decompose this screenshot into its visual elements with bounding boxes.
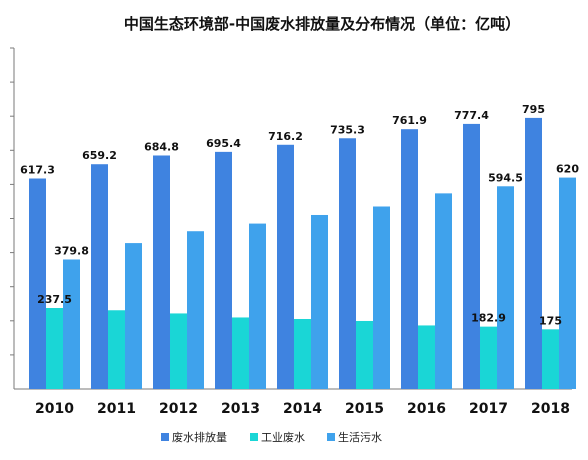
bar-3-2012 <box>187 231 204 389</box>
x-tick-label: 2011 <box>97 401 136 417</box>
bar-2-2015 <box>356 320 373 389</box>
bar-1-2011 <box>91 164 108 389</box>
x-tick-label: 2012 <box>159 401 198 417</box>
data-label: 795 <box>522 103 545 116</box>
x-tick-label: 2018 <box>531 401 570 417</box>
bar-1-2018 <box>525 117 542 389</box>
data-labels: 617.3 659.2 684.8 695.4 716.2 735.3 761.9 777.4… <box>20 103 579 327</box>
bar-1-2013 <box>215 151 232 389</box>
legend-label: 废水排放量 <box>172 430 227 444</box>
bar-1-2014 <box>277 144 294 389</box>
bar-2-2010 <box>46 308 63 389</box>
bar-1-2017 <box>463 123 480 389</box>
bar-3-2010 <box>63 259 80 389</box>
bar-2-2013 <box>232 317 249 389</box>
bar-2-2017 <box>480 326 497 389</box>
bar-3-2013 <box>249 223 266 389</box>
x-tick-label: 2017 <box>469 401 508 417</box>
bar-1-2010 <box>29 178 46 389</box>
data-label: 761.9 <box>392 114 427 127</box>
bar-3-2018 <box>559 177 576 389</box>
data-label: 735.3 <box>330 123 365 136</box>
legend-label: 生活污水 <box>338 430 382 444</box>
bar-2-2011 <box>108 310 125 389</box>
bar-3-2016 <box>435 193 452 389</box>
bar-2-2016 <box>418 325 435 389</box>
x-tick-label: 2010 <box>35 401 74 417</box>
data-label: 777.4 <box>454 109 489 122</box>
legend: 废水排放量 工业废水 生活污水 <box>161 430 382 444</box>
data-label: 175 <box>539 314 562 327</box>
bar-3-2015 <box>373 206 390 389</box>
legend-swatch <box>250 433 258 441</box>
bar-3-2011 <box>125 243 142 389</box>
bar-2-2018 <box>542 329 559 389</box>
bar-2-2014 <box>294 318 311 389</box>
data-label: 594.5 <box>488 171 523 184</box>
legend-label: 工业废水 <box>261 430 305 444</box>
bar-1-2012 <box>153 155 170 389</box>
data-label: 684.8 <box>144 140 179 153</box>
bar-3-2017 <box>497 186 514 389</box>
data-label: 716.2 <box>268 130 303 143</box>
data-label: 617.3 <box>20 164 55 177</box>
data-label: 659.2 <box>82 149 117 162</box>
data-label: 379.8 <box>54 244 89 257</box>
bar-2-2012 <box>170 313 187 389</box>
legend-swatch <box>327 433 335 441</box>
bar-1-2016 <box>401 129 418 390</box>
x-tick-label: 2015 <box>345 401 384 417</box>
y-axis-ticks <box>10 47 14 356</box>
data-label: 695.4 <box>206 137 241 150</box>
data-label: 182.9 <box>471 312 506 325</box>
bars <box>29 117 576 390</box>
bar-1-2015 <box>339 138 356 389</box>
data-label: 620 <box>556 163 579 176</box>
x-tick-label: 2014 <box>283 401 322 417</box>
x-axis-labels: 2010 2011 2012 2013 2014 2015 2016 2017 2018 <box>35 401 570 417</box>
x-tick-label: 2016 <box>407 401 446 417</box>
data-label: 237.5 <box>37 293 72 306</box>
bar-3-2014 <box>311 214 328 389</box>
chart-title: 中国生态环境部-中国废水排放量及分布情况（单位：亿吨） <box>124 15 520 33</box>
x-tick-label: 2013 <box>221 401 260 417</box>
legend-swatch <box>161 433 169 441</box>
